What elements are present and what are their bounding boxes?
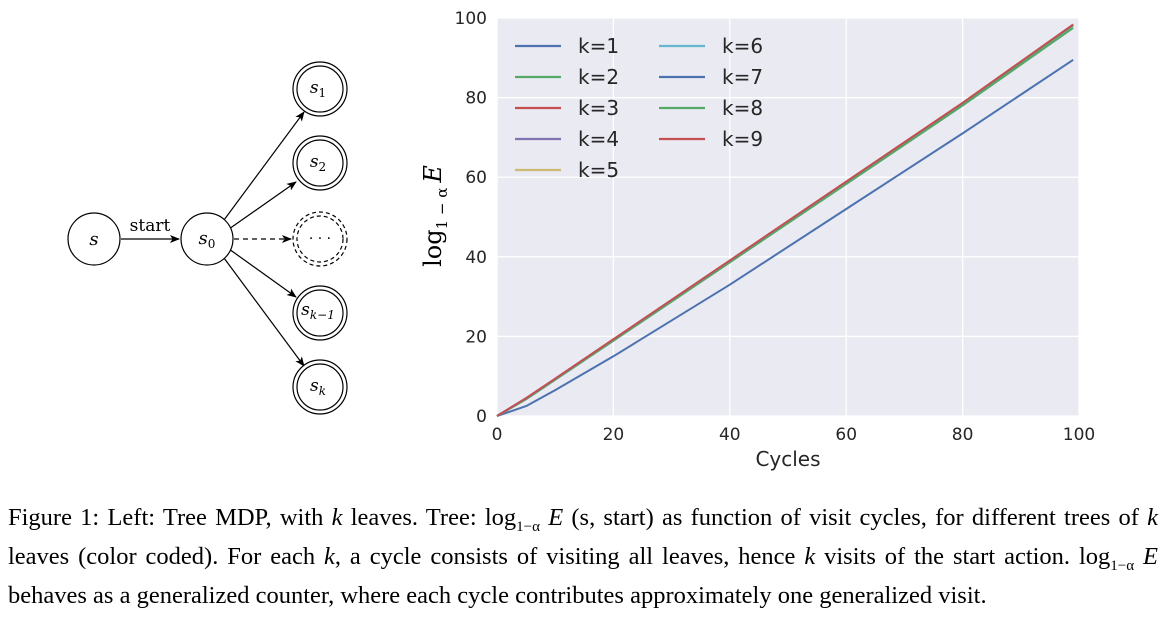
y-tick-label: 40 xyxy=(465,248,487,268)
y-tick-label: 80 xyxy=(465,89,487,109)
node-s: s xyxy=(67,212,121,266)
grid-lines xyxy=(496,17,1080,417)
y-tick-label: 60 xyxy=(465,168,487,188)
edge-s0-sk1 xyxy=(228,248,297,298)
x-tick-label: 100 xyxy=(1063,425,1095,445)
node-s1-sub: 1 xyxy=(319,86,327,100)
legend-label: k=6 xyxy=(722,34,763,58)
svg-text:s1: s1 xyxy=(310,78,326,100)
x-tick-label: 20 xyxy=(603,425,625,445)
node-s0: s0 xyxy=(180,212,234,266)
svg-text:sk−1: sk−1 xyxy=(301,300,335,322)
edge-label-start: start xyxy=(130,216,171,236)
series-line-k=1 xyxy=(496,58,1074,417)
node-dots-label: · · · xyxy=(309,231,331,247)
line-chart: k=1 k=2 k=3 k=4 k=5 k=6 k=7 k=8 k=9 0 20 40 60 80 100… xyxy=(419,9,1095,471)
node-s2: s2 xyxy=(292,135,348,191)
legend-label: k=2 xyxy=(578,65,619,89)
node-dots: · · · xyxy=(292,211,348,267)
legend: k=1 k=2 k=3 k=4 k=5 k=6 k=7 k=8 k=9 xyxy=(515,34,763,182)
legend-label: k=8 xyxy=(722,96,763,120)
node-s1: s1 xyxy=(292,61,348,117)
x-tick-label: 80 xyxy=(952,425,974,445)
edge-s0-s2 xyxy=(228,181,297,230)
y-axis-label: log1 − α E xyxy=(419,165,451,267)
series-line-k=9 xyxy=(496,23,1074,417)
node-sk-sub: k xyxy=(319,384,326,398)
legend-label: k=9 xyxy=(722,127,763,151)
node-sk-minus-1: sk−1 xyxy=(292,285,348,341)
node-sk1-label: s xyxy=(301,300,310,320)
tree-mdp-diagram: start s s0 s1 s2 xyxy=(67,61,348,415)
node-s-label: s xyxy=(89,229,98,250)
edge-s0-s1 xyxy=(223,111,305,221)
x-axis-label: Cycles xyxy=(755,447,820,471)
y-axis-label-log: log xyxy=(419,229,447,267)
node-sk-label: s xyxy=(310,376,319,396)
node-s2-label: s xyxy=(310,152,319,172)
y-tick-label: 100 xyxy=(455,9,487,29)
node-s0-label: s xyxy=(199,228,208,249)
edge-s0-sk xyxy=(223,257,305,367)
node-sk1-sub: k−1 xyxy=(310,308,335,322)
y-tick-labels: 0 20 40 60 80 100 xyxy=(455,9,487,427)
svg-text:s2: s2 xyxy=(310,152,326,174)
legend-label: k=4 xyxy=(578,127,619,151)
figure-caption: Figure 1: Left: Tree MDP, with k leaves.… xyxy=(8,504,1159,609)
node-s2-sub: 2 xyxy=(319,160,327,174)
legend-label: k=3 xyxy=(578,96,619,120)
legend-label: k=7 xyxy=(722,65,763,89)
node-sk: sk xyxy=(292,359,348,415)
series-lines xyxy=(496,23,1074,417)
plot-area xyxy=(497,18,1079,416)
legend-label: k=5 xyxy=(578,158,619,182)
x-tick-label: 40 xyxy=(719,425,741,445)
svg-text:sk: sk xyxy=(310,376,326,398)
x-tick-label: 60 xyxy=(835,425,857,445)
y-tick-label: 20 xyxy=(465,327,487,347)
node-s0-sub: 0 xyxy=(208,237,216,251)
x-tick-labels: 0 20 40 60 80 100 xyxy=(492,425,1096,445)
x-tick-label: 0 xyxy=(492,425,503,445)
y-axis-label-sub: 1 − α xyxy=(433,188,451,230)
y-axis-label-var: E xyxy=(419,165,447,184)
node-s1-label: s xyxy=(310,78,319,98)
legend-label: k=1 xyxy=(578,34,619,58)
y-tick-label: 0 xyxy=(476,407,487,427)
svg-text:s0: s0 xyxy=(199,228,216,251)
